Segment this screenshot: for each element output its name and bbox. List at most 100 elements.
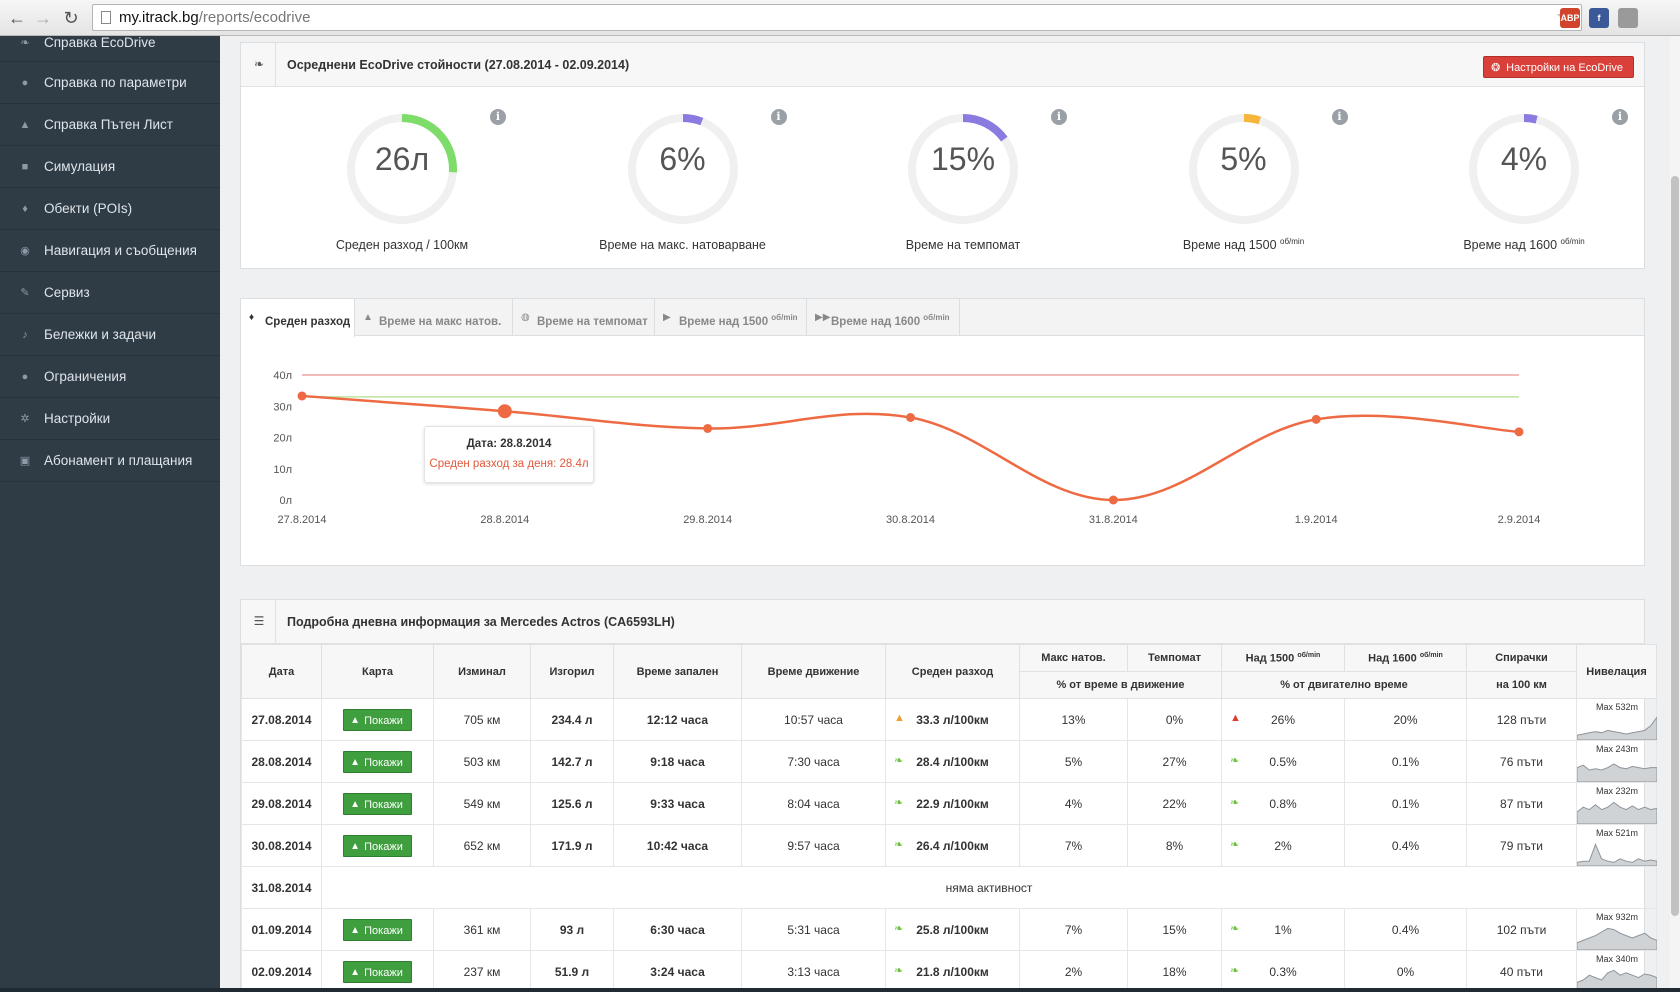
data-point[interactable] [297,391,307,401]
data-point[interactable] [1514,427,1524,437]
facebook-icon[interactable]: f [1589,8,1609,28]
show-map-label: Покажи [364,798,403,811]
show-map-button[interactable]: ▲ Покажи [343,960,412,983]
gauge-label-text: Време над 1600 [1463,238,1561,253]
gauge-label: Среден разход / 100км [262,237,542,252]
sidebar-item-label: Ограничения [44,369,127,384]
detail-header: ☰ Подробна дневна информация за Mercedes… [241,600,1644,644]
info-icon[interactable]: i [1051,109,1067,125]
cell-avg: ❧ 28.4 л/100км [885,740,1020,783]
gauge-arc [627,114,738,224]
road-icon: ▲ [350,798,361,810]
cell-date: 31.08.2014 [241,866,322,909]
reload-icon[interactable]: ↻ [63,8,79,28]
sidebar-item-2[interactable]: ▲ Справка Пътен Лист [0,104,220,146]
cell-over1500: ▲ 26% [1221,698,1345,741]
cell-over1500: ❧ 0.5% [1221,740,1345,783]
ecodrive-settings-button[interactable]: ❂ Настройки на EcoDrive [1483,56,1634,78]
cell-engine-time: 10:42 часа [613,824,742,867]
x-tick-label: 28.8.2014 [480,514,529,526]
cell-engine-time: 12:12 часа [613,698,742,741]
tab-3[interactable]: ▶ Време над 1500 об/min [655,299,807,336]
x-tick-label: 29.8.2014 [683,514,732,526]
cell-over1600: 0.4% [1344,824,1467,867]
cell-map: ▲ Покажи [321,824,434,867]
sidebar-item-5[interactable]: ◉ Навигация и съобщения [0,230,220,272]
back-arrow-icon[interactable]: ← [8,8,26,28]
info-icon[interactable]: i [770,109,787,125]
rpm-unit: об/min [1297,651,1321,659]
sidebar-item-8[interactable]: ● Ограничения [0,356,220,398]
table-row: 02.09.2014 ▲ Покажи 237 км 51.9 л 3:24 часа 3:… [241,950,1657,992]
show-map-button[interactable]: ▲ Покажи [343,708,412,731]
over1500-value: 2% [1274,838,1292,853]
gauge-label: Време на темпомат [823,237,1103,252]
cell-over1600: 0.1% [1344,782,1467,825]
address-bar[interactable]: my.itrack.bg/reports/ecodrive ☆ [92,4,1582,31]
tab-4[interactable]: ▶▶ Време над 1600 об/min [807,299,960,336]
sidebar-item-0[interactable]: ❧ Справка EcoDrive [0,36,220,62]
col-over1500: Над 1500 об/min [1221,644,1345,672]
show-map-button[interactable]: ▲ Покажи [343,834,412,857]
data-point[interactable] [497,404,512,419]
cell-fuel: 125.6 л [530,782,614,825]
list-icon: ☰ [253,614,265,628]
sidebar-item-7[interactable]: ♪ Бележки и задачи [0,314,220,356]
page-scrollbar[interactable] [1670,36,1680,992]
y-tick-label: 20л [273,433,292,445]
gauge-label-text: Време над 1500 [1182,238,1280,253]
y-tick-label: 0л [279,495,292,507]
avg-value: 33.3 л/100км [916,712,989,727]
col-over1600: Над 1600 об/min [1344,644,1467,672]
info-icon[interactable]: i [1612,109,1628,125]
sidebar-item-3[interactable]: ■ Симулация [0,146,220,188]
chart-tabs: ♦ Среден разход ▲ Време на макс натов. ◍ Врем… [241,299,1644,337]
elevation-chart: Max 532m [1577,700,1657,740]
elevation-chart: Max 340m [1577,952,1657,992]
elevation-chart: Max 521m [1577,826,1657,866]
sidebar-item-label: Бележки и задачи [44,327,157,342]
table-row: 29.08.2014 ▲ Покажи 549 км 125.6 л 9:33 часа 8… [241,782,1657,825]
table-row: 27.08.2014 ▲ Покажи 705 км 234.4 л 12:12 часа… [241,698,1657,741]
avg-value: 21.8 л/100км [916,964,989,979]
tab-1[interactable]: ▲ Време на макс натов. [355,299,513,336]
data-point[interactable] [703,423,713,433]
info-icon[interactable]: i [1331,109,1348,125]
gauge-value: 26л [374,141,430,177]
sidebar-item-1[interactable]: ● Справка по параметри [0,62,220,104]
show-map-button[interactable]: ▲ Покажи [343,918,412,941]
sidebar-item-4[interactable]: ♦ Обекти (POIs) [0,188,220,230]
tab-0[interactable]: ♦ Среден разход [241,299,355,337]
cell-max-load: 4% [1019,782,1128,825]
tab-2[interactable]: ◍ Време на темпомат [513,299,655,336]
cell-over1600: 0.4% [1344,908,1467,951]
cell-elevation: Max 340m [1576,950,1657,992]
forward-arrow-icon[interactable]: → [34,8,52,28]
show-map-button[interactable]: ▲ Покажи [343,792,412,815]
leaf-icon: ❧ [253,57,265,71]
cell-over1600: 20% [1344,698,1467,741]
scrollbar-thumb[interactable] [1671,176,1679,916]
info-icon[interactable]: i [490,109,506,125]
sidebar-item-9[interactable]: ✲ Настройки [0,398,220,440]
cell-brakes: 79 пъти [1466,824,1577,867]
cell-move-time: 7:30 часа [741,740,886,783]
data-point[interactable] [1311,414,1321,424]
col-fuel: Изгорил [530,644,614,699]
cell-brakes: 40 пъти [1466,950,1577,992]
x-tick-label: 30.8.2014 [886,514,935,526]
data-point[interactable] [906,413,915,422]
col-map: Карта [321,644,434,699]
elevation-profile [1577,842,1657,866]
adblock-icon[interactable]: ABP [1560,8,1580,28]
data-point[interactable] [1108,495,1118,505]
gauge-arc [1469,114,1579,224]
leaf-icon: ❧ [1230,923,1240,935]
tooltip-title: Дата: 28.8.2014 [466,438,552,450]
download-icon[interactable] [1618,8,1638,28]
cell-fuel: 234.4 л [530,698,614,741]
show-map-button[interactable]: ▲ Покажи [343,750,412,773]
sidebar-item-10[interactable]: ▣ Абонамент и плащания [0,440,220,482]
cell-brakes: 102 пъти [1466,908,1577,951]
sidebar-item-6[interactable]: ✎ Сервиз [0,272,220,314]
